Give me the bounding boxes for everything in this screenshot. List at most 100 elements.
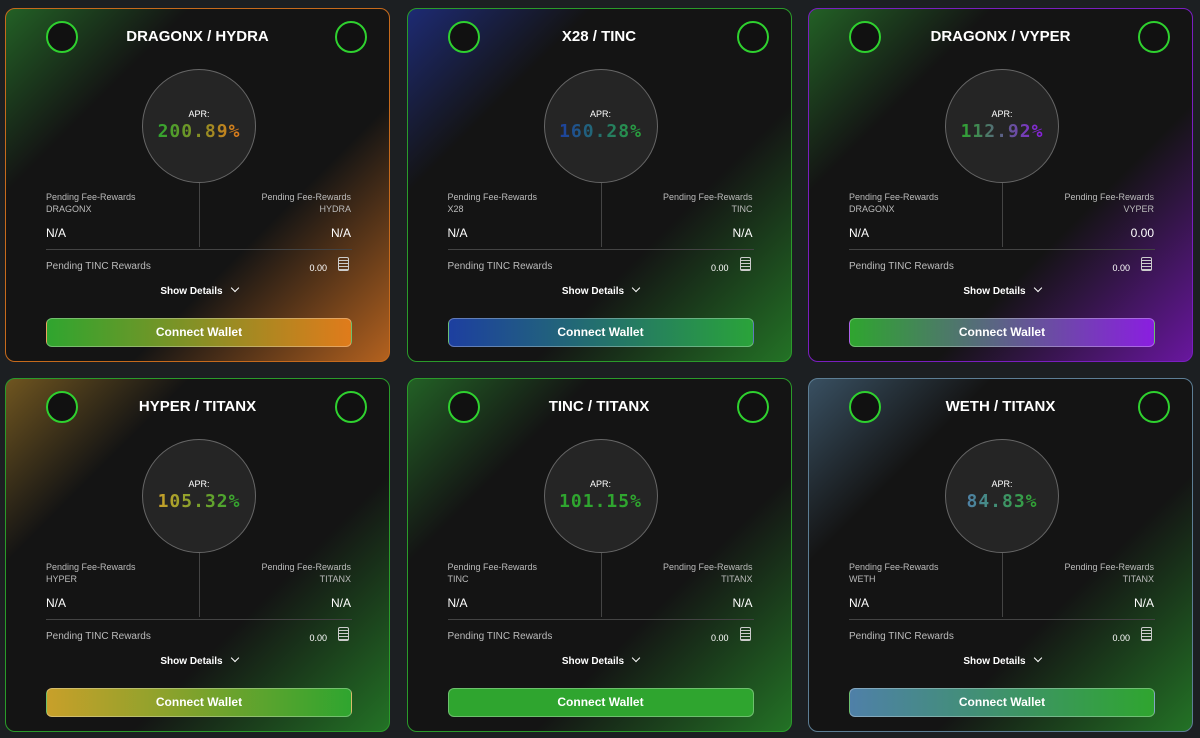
tinc-label: Pending TINC Rewards xyxy=(447,261,553,272)
fee-value: N/A xyxy=(732,596,753,610)
fee-label: Pending Fee-Rewards xyxy=(46,562,136,572)
pool-title: DRAGONX / VYPER xyxy=(930,28,1071,45)
apr-label: APR: xyxy=(188,109,210,119)
pool-card: X28 / TINC APR: 160.28% Pending Fee-Rewards… xyxy=(406,8,792,362)
apr-circle xyxy=(543,439,658,553)
fee-label: Pending Fee-Rewards xyxy=(261,192,351,202)
apr-label: APR: xyxy=(991,479,1013,489)
pool-title: X28 / TINC xyxy=(561,28,637,45)
token-icon xyxy=(736,391,769,423)
divider xyxy=(46,249,352,250)
pool-title: WETH / TITANX xyxy=(945,398,1056,415)
apr-text: 101.15% xyxy=(559,491,642,512)
tinc-value: 0.00 xyxy=(309,263,327,273)
show-details-text: Show Details xyxy=(963,286,1026,297)
divider xyxy=(849,249,1155,250)
fee-value: N/A xyxy=(330,596,351,610)
show-details-text: Show Details xyxy=(160,656,223,667)
connect-wallet-button[interactable]: Connect Wallet xyxy=(849,318,1155,347)
calculator-icon[interactable] xyxy=(739,257,751,271)
divider xyxy=(849,619,1155,620)
fee-label: Pending Fee-Rewards xyxy=(261,562,351,572)
fee-value: N/A xyxy=(330,226,351,240)
fee-value: N/A xyxy=(46,226,67,240)
calculator-icon[interactable] xyxy=(1141,257,1152,271)
tinc-label: Pending TINC Rewards xyxy=(849,261,954,272)
show-details[interactable]: Show Details xyxy=(6,653,389,667)
tinc-label: Pending TINC Rewards xyxy=(849,631,954,642)
tinc-value: 0.00 xyxy=(1112,633,1130,643)
show-details[interactable]: Show Details xyxy=(6,283,389,297)
token-icon xyxy=(335,391,367,423)
chevron xyxy=(631,653,641,663)
calculator-icon[interactable] xyxy=(739,627,751,641)
apr-text: 200.89% xyxy=(157,121,241,142)
apr-value: 101.15% xyxy=(408,491,791,512)
show-details-text: Show Details xyxy=(963,656,1026,667)
tinc-label: Pending TINC Rewards xyxy=(46,261,151,272)
fee-label: Pending Fee-Rewards xyxy=(1064,562,1154,572)
connect-wallet-button[interactable]: Connect Wallet xyxy=(447,688,754,717)
token-icon xyxy=(447,21,480,53)
show-details[interactable]: Show Details xyxy=(408,283,791,297)
token-icon xyxy=(849,391,881,423)
tinc-value: 0.00 xyxy=(710,263,729,273)
fee-label: Pending Fee-Rewards xyxy=(849,192,939,202)
calculator-icon[interactable] xyxy=(338,257,349,271)
fee-label: Pending Fee-Rewards xyxy=(662,562,753,572)
apr-circle xyxy=(142,69,256,183)
show-details-text: Show Details xyxy=(160,286,223,297)
divider xyxy=(1002,553,1003,617)
fee-token: TINC xyxy=(731,204,753,214)
connect-wallet-button[interactable]: Connect Wallet xyxy=(849,688,1155,717)
divider xyxy=(447,249,754,250)
show-details[interactable]: Show Details xyxy=(809,653,1192,667)
divider xyxy=(199,183,200,247)
apr-value: 160.28% xyxy=(408,121,791,142)
fee-token: HYDRA xyxy=(319,204,351,214)
connect-wallet-button[interactable]: Connect Wallet xyxy=(447,318,754,347)
fee-value: N/A xyxy=(732,226,753,240)
fee-token: TITANX xyxy=(319,574,351,584)
tinc-value: 0.00 xyxy=(710,633,729,643)
apr-circle xyxy=(142,439,256,553)
apr-value: 200.89% xyxy=(6,121,389,142)
tinc-value: 0.00 xyxy=(1112,263,1130,273)
fee-token: WETH xyxy=(849,574,876,584)
fee-value: N/A xyxy=(447,596,468,610)
chevron xyxy=(631,283,641,293)
fee-token: TITANX xyxy=(1122,574,1154,584)
show-details[interactable]: Show Details xyxy=(408,653,791,667)
pool-card: TINC / TITANX APR: 101.15% Pending Fee-Rewa… xyxy=(406,378,792,732)
fee-token: TINC xyxy=(447,574,469,584)
fee-label: Pending Fee-Rewards xyxy=(662,192,753,202)
show-details-text: Show Details xyxy=(561,656,625,667)
connect-wallet-button[interactable]: Connect Wallet xyxy=(46,688,352,717)
fee-token: VYPER xyxy=(1123,204,1154,214)
connect-wallet-button[interactable]: Connect Wallet xyxy=(46,318,352,347)
pool-card: HYPER / TITANX APR: 105.32% Pending Fee-Rew… xyxy=(5,378,390,732)
show-details-text: Show Details xyxy=(561,286,625,297)
fee-value: N/A xyxy=(46,596,67,610)
pool-card: DRAGONX / HYDRA APR: 200.89% Pending Fee-Re… xyxy=(5,8,390,362)
divider xyxy=(600,183,602,247)
chevron xyxy=(1033,283,1042,293)
token-icon xyxy=(335,21,367,53)
pool-card: DRAGONX / VYPER APR: 112.92% Pending Fee-Re… xyxy=(808,8,1193,362)
calculator-icon[interactable] xyxy=(1141,627,1152,641)
apr-label: APR: xyxy=(188,479,210,489)
token-icon xyxy=(1138,21,1170,53)
token-icon xyxy=(736,21,769,53)
token-icon xyxy=(1138,391,1170,423)
fee-token: X28 xyxy=(447,204,464,214)
show-details[interactable]: Show Details xyxy=(809,283,1192,297)
fee-token: DRAGONX xyxy=(46,204,92,214)
apr-text: 84.83% xyxy=(966,491,1038,512)
apr-text: 160.28% xyxy=(559,121,642,142)
calculator-icon[interactable] xyxy=(338,627,349,641)
fee-value: N/A xyxy=(849,596,870,610)
apr-value: 105.32% xyxy=(6,491,389,512)
fee-label: Pending Fee-Rewards xyxy=(1064,192,1154,202)
divider xyxy=(46,619,352,620)
apr-circle xyxy=(543,69,658,183)
